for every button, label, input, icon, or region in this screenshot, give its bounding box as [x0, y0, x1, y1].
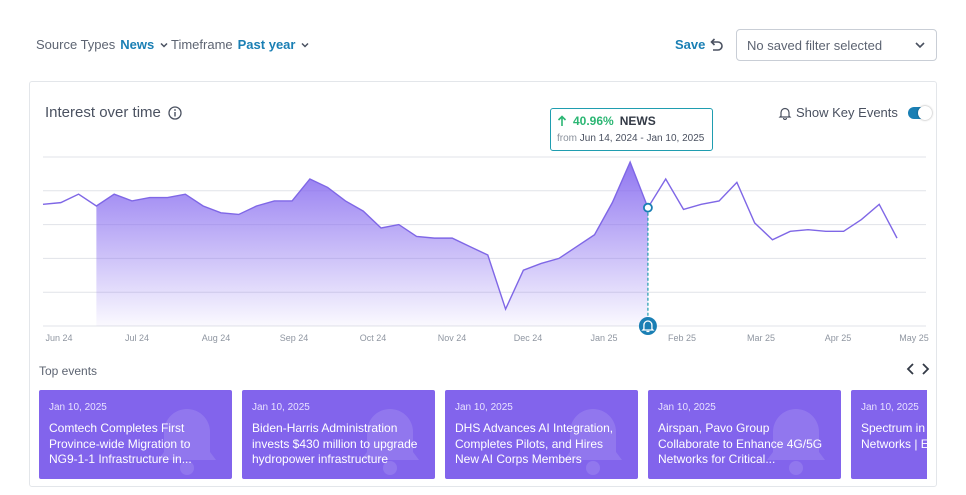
chevron-down-icon: [160, 42, 168, 48]
event-card[interactable]: Jan 10, 2025 Biden-Harris Administration …: [242, 390, 435, 479]
timeframe-label: Timeframe: [171, 37, 233, 52]
timeframe-value: Past year: [237, 37, 296, 52]
x-tick-label: Jul 24: [125, 333, 149, 343]
highlighted-area: [96, 162, 648, 326]
top-events-heading: Top events: [39, 364, 98, 378]
event-date: Jan 10, 2025: [252, 402, 310, 413]
top-filter-bar: Source Types News Timeframe Past year Sa…: [0, 0, 966, 80]
tooltip-range-line: from Jun 14, 2024 - Jan 10, 2025: [557, 133, 706, 144]
chart-title-text: Interest over time: [45, 104, 161, 121]
x-tick-label: Mar 25: [747, 333, 775, 343]
chart-title: Interest over time: [45, 104, 182, 121]
undo-icon[interactable]: [707, 36, 725, 54]
tooltip-from-label: from: [557, 133, 577, 144]
top-events-carousel: Jan 10, 2025 Comtech Completes First Prov…: [39, 390, 927, 479]
x-tick-label: Aug 24: [202, 333, 231, 343]
source-types-filter[interactable]: Source Types News: [36, 37, 169, 52]
timeframe-filter[interactable]: Timeframe Past year: [171, 37, 310, 52]
tooltip-change: 40.96%: [573, 114, 614, 128]
arrow-up-icon: [557, 115, 567, 126]
tooltip-range: Jun 14, 2024 - Jan 10, 2025: [579, 133, 705, 144]
show-key-events-toggle[interactable]: [907, 105, 932, 120]
chart-tooltip: 40.96% NEWS from Jun 14, 2024 - Jan 10, …: [550, 108, 713, 151]
event-title: DHS Advances AI Integration, Completes P…: [455, 421, 614, 466]
key-event-badge: [638, 317, 657, 335]
x-tick-label: Apr 25: [825, 333, 852, 343]
event-title: Biden-Harris Administration invests $430…: [252, 421, 418, 466]
info-icon[interactable]: [168, 105, 182, 120]
x-tick-label: Dec 24: [514, 333, 543, 343]
x-tick-label: Sep 24: [280, 333, 309, 343]
event-card[interactable]: Jan 10, 2025 Spectrum in Could Enable Net…: [851, 390, 927, 479]
event-title: Airspan, Pavo Group Collaborate to Enhan…: [658, 421, 823, 466]
event-card[interactable]: Jan 10, 2025 Airspan, Pavo Group Collabor…: [648, 390, 841, 479]
bell-icon: [778, 107, 792, 120]
event-card[interactable]: Jan 10, 2025 Comtech Completes First Prov…: [39, 390, 232, 479]
x-tick-label: May 25: [899, 333, 929, 343]
tooltip-source: NEWS: [619, 114, 656, 128]
bell-icon: [641, 320, 655, 333]
series-line: [42, 160, 898, 312]
save-button[interactable]: Save: [675, 37, 706, 52]
tooltip-header: 40.96% NEWS: [557, 114, 706, 128]
chevron-down-icon: [915, 42, 925, 49]
event-title: Comtech Completes First Province-wide Mi…: [49, 421, 192, 466]
event-title: Spectrum in Could Enable Networks | E: [861, 421, 927, 451]
toggle-knob: [917, 105, 932, 120]
chevron-right-icon[interactable]: [919, 362, 931, 376]
bell-watermark-icon: [767, 409, 825, 475]
x-tick-label: Nov 24: [438, 333, 467, 343]
chevron-down-icon: [301, 42, 309, 48]
key-event-point: [643, 202, 653, 213]
saved-filter-value: No saved filter selected: [747, 37, 883, 53]
x-tick-label: Jan 25: [590, 333, 617, 343]
source-types-label: Source Types: [36, 37, 116, 52]
x-tick-label: Jun 24: [45, 333, 72, 343]
event-date: Jan 10, 2025: [49, 402, 107, 413]
x-tick-label: Feb 25: [668, 333, 696, 343]
bell-watermark-icon: [564, 409, 622, 475]
show-key-events-label: Show Key Events: [796, 105, 898, 120]
event-date: Jan 10, 2025: [861, 402, 919, 413]
bell-watermark-icon: [158, 409, 216, 475]
event-date: Jan 10, 2025: [455, 402, 513, 413]
bell-watermark-icon: [361, 409, 419, 475]
saved-filter-select[interactable]: No saved filter selected: [736, 29, 937, 61]
source-types-value: News: [120, 37, 155, 52]
x-tick-label: Oct 24: [360, 333, 387, 343]
show-key-events-control: Show Key Events: [778, 105, 932, 120]
event-date: Jan 10, 2025: [658, 402, 716, 413]
event-card[interactable]: Jan 10, 2025 DHS Advances AI Integration,…: [445, 390, 638, 479]
chevron-left-icon[interactable]: [905, 362, 917, 376]
